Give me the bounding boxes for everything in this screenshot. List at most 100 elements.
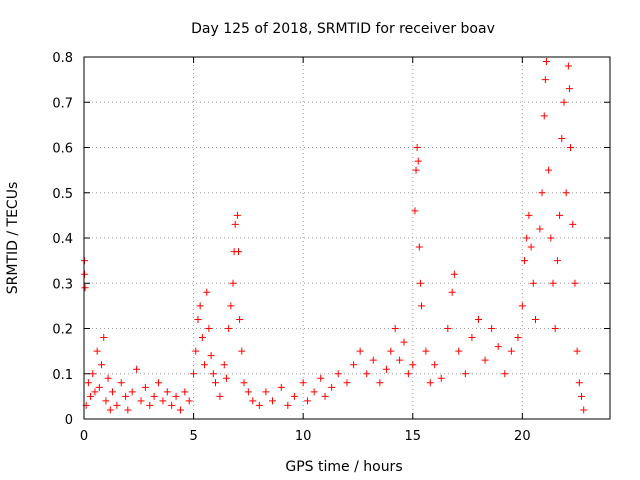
data-point <box>578 392 586 400</box>
data-point <box>411 207 419 215</box>
data-point <box>541 76 549 84</box>
data-point <box>220 361 228 369</box>
tick-labels: 0 5 10 15 20 0 0.1 0.2 0.3 0.4 0.5 0.6 0.7 0.8 <box>52 51 530 444</box>
data-point <box>150 392 158 400</box>
data-point <box>244 388 252 396</box>
data-point <box>235 248 243 256</box>
data-point <box>216 392 224 400</box>
data-point <box>113 401 121 409</box>
data-point <box>159 397 167 405</box>
data-point <box>168 401 176 409</box>
data-point <box>255 401 263 409</box>
data-point <box>413 144 421 151</box>
data-point <box>104 374 112 382</box>
x-tick-label: 15 <box>404 429 421 444</box>
data-point <box>304 397 312 405</box>
data-point <box>400 338 408 346</box>
data-point <box>192 347 200 355</box>
data-point <box>422 347 430 355</box>
data-point <box>240 379 248 387</box>
data-point <box>238 347 246 355</box>
data-point <box>501 370 509 378</box>
data-point <box>551 325 559 332</box>
data-point <box>284 401 292 409</box>
data-point <box>455 347 463 355</box>
data-point <box>268 397 276 405</box>
y-tick-label: 0.3 <box>52 277 73 292</box>
data-point <box>391 325 399 332</box>
data-point <box>494 343 502 351</box>
data-point <box>415 243 423 251</box>
data-point <box>84 379 92 387</box>
plot-frame <box>83 56 611 420</box>
data-point <box>146 401 154 409</box>
data-point <box>181 388 189 396</box>
x-tick-label: 20 <box>514 429 531 444</box>
data-point <box>185 397 193 405</box>
data-point <box>488 325 496 332</box>
data-point <box>194 315 202 323</box>
data-point <box>209 370 217 378</box>
data-point <box>468 334 476 342</box>
data-point <box>412 166 420 174</box>
data-point <box>117 379 125 387</box>
data-point <box>290 392 298 400</box>
data-points <box>80 58 588 414</box>
data-point <box>196 302 204 310</box>
data-point <box>545 166 553 174</box>
data-point <box>227 302 235 310</box>
data-point <box>571 279 579 287</box>
data-point <box>564 62 572 70</box>
data-point <box>450 270 458 278</box>
data-point <box>122 392 130 400</box>
data-point <box>418 302 426 310</box>
data-point <box>128 388 136 396</box>
data-point <box>277 383 285 391</box>
data-point <box>575 379 583 387</box>
data-point <box>91 388 99 396</box>
data-point <box>547 234 555 242</box>
data-point <box>190 370 198 378</box>
data-point <box>222 374 230 382</box>
data-point <box>249 397 257 405</box>
data-point <box>514 334 522 342</box>
y-tick-label: 0.2 <box>52 323 73 338</box>
data-point <box>521 257 529 265</box>
y-tick-label: 0.4 <box>52 232 73 247</box>
y-tick-label: 0.1 <box>52 368 73 383</box>
data-point <box>343 379 351 387</box>
x-axis-title: GPS time / hours <box>285 459 402 475</box>
data-point <box>155 379 163 387</box>
data-point <box>356 347 364 355</box>
y-tick-label: 0.5 <box>52 187 73 202</box>
data-point <box>538 189 546 197</box>
data-point <box>529 279 537 287</box>
data-point <box>409 361 417 369</box>
data-point <box>437 374 445 382</box>
data-point <box>133 365 141 373</box>
data-point <box>448 288 456 296</box>
data-point <box>580 406 588 414</box>
x-tick-label: 10 <box>295 429 312 444</box>
data-point <box>507 347 515 355</box>
data-point <box>363 370 371 378</box>
data-point <box>229 279 237 287</box>
data-point <box>536 225 544 233</box>
data-point <box>350 361 358 369</box>
data-point <box>431 361 439 369</box>
data-point <box>549 279 557 287</box>
data-point <box>334 370 342 378</box>
data-point <box>81 284 89 292</box>
data-point <box>81 270 89 278</box>
data-point <box>475 315 482 323</box>
data-point <box>203 288 211 296</box>
data-point <box>205 325 213 332</box>
data-point <box>531 315 539 323</box>
data-point <box>387 347 395 355</box>
data-point <box>518 302 526 310</box>
data-point <box>461 370 469 378</box>
y-tick-label: 0.6 <box>52 142 73 157</box>
data-point <box>233 211 241 219</box>
data-point <box>201 361 209 369</box>
